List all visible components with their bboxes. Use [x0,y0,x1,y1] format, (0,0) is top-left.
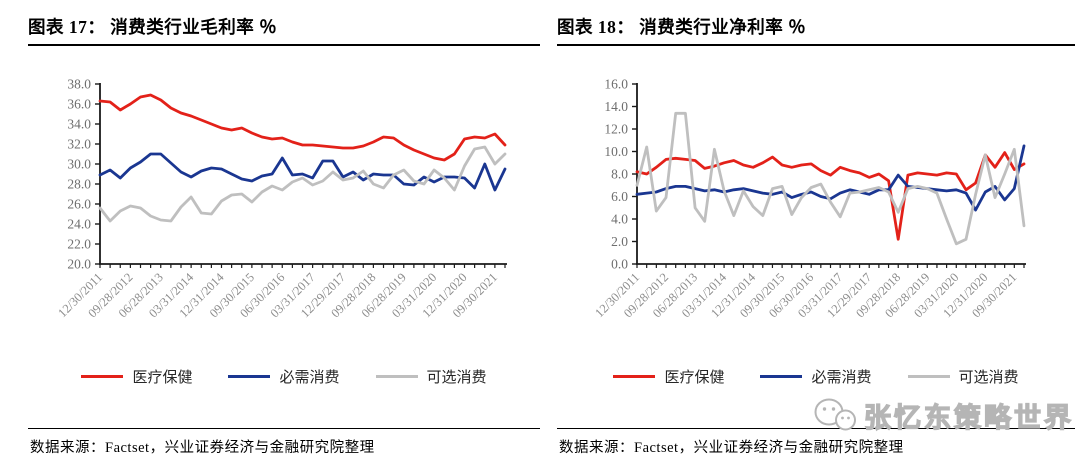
gross-margin-chart: 20.0 22.0 24.0 26.0 28.0 30.0 32.0 34.0 36.0 38.0… [55,77,507,320]
legend-label: 医疗保健 [132,370,193,386]
svg-text:26.0: 26.0 [67,197,91,212]
svg-text:16.0: 16.0 [604,77,628,92]
chart-legend: 医疗保健 必需消费 可选消费 [557,366,1075,387]
svg-text:20.0: 20.0 [67,257,91,272]
discretionary-line-swatch [907,374,950,379]
chart-title-gross-margin: 图表 17： 消费类行业毛利率 ％ [28,17,278,37]
legend-item-staples: 必需消费 [228,366,340,387]
source-note: 数据来源：Factset，兴业证券经济与金融研究院整理 [557,428,1075,475]
legend-label: 可选消费 [426,370,487,386]
healthcare-line [98,93,507,162]
staples-line-swatch [228,374,271,379]
legend-label: 必需消费 [811,370,872,386]
net-margin-chart: 0.02.04.06.08.010.012.014.016.012/30/201… [592,77,1026,320]
svg-text:30.0: 30.0 [67,157,91,172]
discretionary-line [635,111,1026,246]
svg-text:6.0: 6.0 [611,189,628,204]
healthcare-line-swatch [613,374,656,379]
chart-title-net-margin: 图表 18： 消费类行业净利率 ％ [557,17,807,37]
panel-gross-margin: 图表 17： 消费类行业毛利率 ％ 20.0 22.0 24.0 26.0 28.0 30… [28,12,540,475]
legend-item-discretionary: 可选消费 [907,366,1019,387]
svg-text:22.0: 22.0 [67,237,91,252]
legend-label: 医疗保健 [664,370,725,386]
title-underline [28,44,540,46]
source-note-text: 数据来源：Factset，兴业证券经济与金融研究院整理 [559,440,904,456]
legend-item-healthcare: 医疗保健 [613,366,724,387]
source-note: 数据来源：Factset，兴业证券经济与金融研究院整理 [28,428,540,475]
svg-text:14.0: 14.0 [604,99,628,114]
svg-text:38.0: 38.0 [67,77,91,92]
svg-text:8.0: 8.0 [611,167,628,182]
title-underline [557,44,1075,46]
svg-text:32.0: 32.0 [67,137,91,152]
svg-text:36.0: 36.0 [67,97,91,112]
svg-text:4.0: 4.0 [611,212,628,227]
staples-line [635,144,1026,212]
svg-text:0.0: 0.0 [611,257,628,272]
healthcare-line-swatch [81,374,124,379]
legend-item-healthcare: 医疗保健 [81,366,192,387]
svg-text:10.0: 10.0 [604,144,628,159]
chart-legend: 医疗保健 必需消费 可选消费 [28,366,540,387]
svg-text:28.0: 28.0 [67,177,91,192]
svg-text:2.0: 2.0 [611,234,628,249]
discretionary-line [98,145,507,223]
source-note-text: 数据来源：Factset，兴业证券经济与金融研究院整理 [30,440,375,456]
legend-item-discretionary: 可选消费 [375,366,487,387]
svg-text:12.0: 12.0 [604,122,628,137]
legend-item-staples: 必需消费 [760,366,872,387]
discretionary-line-swatch [375,374,418,379]
staples-line [98,152,507,192]
svg-text:34.0: 34.0 [67,117,91,132]
svg-text:24.0: 24.0 [67,217,91,232]
legend-label: 必需消费 [279,370,340,386]
panel-net-margin: 图表 18： 消费类行业净利率 ％ 0.0 2.0 4.0 6.0 8.0 10.0 12.… [557,12,1075,475]
healthcare-line [635,151,1026,241]
staples-line-swatch [760,374,803,379]
legend-label: 可选消费 [958,370,1019,386]
